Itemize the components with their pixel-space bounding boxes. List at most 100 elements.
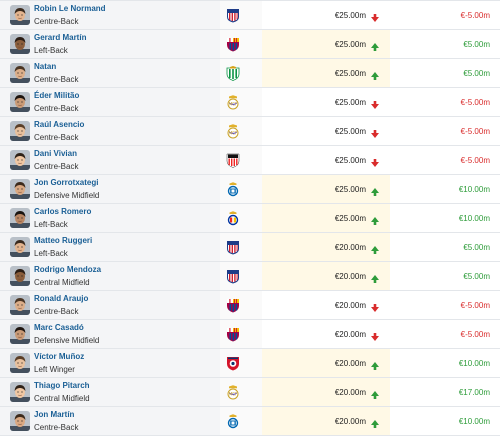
fc-barcelona-crest-icon[interactable]	[226, 37, 240, 52]
value-change: €-5.00m	[460, 330, 490, 339]
player-name-link[interactable]: Jon Gorrotxategi	[34, 178, 99, 187]
avatar[interactable]	[10, 411, 30, 431]
value-change: €5.00m	[463, 69, 490, 78]
table-row: Ronald Araujo Centre-Back €20.00m €-5.00m	[0, 291, 500, 320]
value-change-cell: €-5.00m	[390, 88, 500, 116]
real-betis-crest-icon[interactable]	[226, 66, 240, 81]
player-name-link[interactable]: Ronald Araujo	[34, 294, 89, 303]
club-cell: MCF	[220, 117, 262, 145]
svg-text:MCF: MCF	[229, 131, 238, 136]
market-value-cell: €20.00m	[262, 291, 390, 319]
avatar[interactable]	[10, 5, 30, 25]
player-name-link[interactable]: Rodrigo Mendoza	[34, 265, 102, 274]
avatar-cell	[0, 1, 32, 29]
arrow-down-icon	[370, 155, 380, 167]
market-value-cell: €25.00m	[262, 1, 390, 29]
market-value-cell: €20.00m	[262, 349, 390, 377]
value-change-cell: €-5.00m	[390, 291, 500, 319]
avatar-cell	[0, 117, 32, 145]
player-name-link[interactable]: Carlos Romero	[34, 207, 92, 216]
player-cell: Marc Casadó Defensive Midfield	[32, 320, 220, 348]
club-cell	[220, 30, 262, 58]
market-value: €25.00m	[334, 11, 366, 20]
player-name-link[interactable]: Dani Vivian	[34, 149, 77, 158]
value-change: €-5.00m	[460, 156, 490, 165]
athletic-bilbao-crest-icon[interactable]	[226, 153, 240, 168]
value-change: €10.00m	[458, 359, 490, 368]
player-name-link[interactable]: Natan	[34, 62, 57, 71]
player-name-link[interactable]: Robin Le Normand	[34, 4, 106, 13]
fc-barcelona-crest-icon[interactable]	[226, 298, 240, 313]
player-position: Left-Back	[34, 220, 68, 229]
player-name-link[interactable]: Raúl Asencio	[34, 120, 85, 129]
value-change: €10.00m	[458, 417, 490, 426]
avatar[interactable]	[10, 34, 30, 54]
avatar[interactable]	[10, 121, 30, 141]
market-value-cell: €25.00m	[262, 88, 390, 116]
player-name-link[interactable]: Víctor Muñoz	[34, 352, 85, 361]
market-value: €20.00m	[334, 417, 366, 426]
table-row: Matteo Ruggeri Left-Back €20.00m €5.00m	[0, 233, 500, 262]
table-row: Dani Vivian Centre-Back €25.00m €-5.00m	[0, 146, 500, 175]
avatar[interactable]	[10, 179, 30, 199]
player-name-link[interactable]: Matteo Ruggeri	[34, 236, 93, 245]
real-sociedad-crest-icon[interactable]	[226, 182, 240, 197]
club-cell: MCF	[220, 378, 262, 406]
arrow-up-icon	[370, 68, 380, 80]
avatar[interactable]	[10, 324, 30, 344]
avatar-cell	[0, 204, 32, 232]
avatar[interactable]	[10, 382, 30, 402]
atletico-madrid-crest-icon[interactable]	[226, 269, 240, 284]
table-row: Víctor Muñoz Left Winger €20.00m €10.00m	[0, 349, 500, 378]
player-name-link[interactable]: Éder Militão	[34, 91, 80, 100]
player-cell: Matteo Ruggeri Left-Back	[32, 233, 220, 261]
avatar[interactable]	[10, 208, 30, 228]
player-name-link[interactable]: Jon Martín	[34, 410, 75, 419]
value-change: €-5.00m	[460, 127, 490, 136]
value-change-cell: €10.00m	[390, 204, 500, 232]
market-value: €25.00m	[334, 98, 366, 107]
table-row: Éder Militão Centre-Back MCF €25.00m €-5.00m	[0, 88, 500, 117]
value-change-cell: €-5.00m	[390, 320, 500, 348]
market-value-cell: €25.00m	[262, 30, 390, 58]
atletico-madrid-crest-icon[interactable]	[226, 8, 240, 23]
market-value-cell: €25.00m	[262, 146, 390, 174]
market-value-cell: €20.00m	[262, 378, 390, 406]
svg-text:MCF: MCF	[229, 392, 238, 397]
arrow-down-icon	[370, 329, 380, 341]
value-change-cell: €-5.00m	[390, 117, 500, 145]
avatar[interactable]	[10, 150, 30, 170]
arrow-down-icon	[370, 300, 380, 312]
market-value: €25.00m	[334, 127, 366, 136]
real-sociedad-crest-icon[interactable]	[226, 414, 240, 429]
club-cell	[220, 59, 262, 87]
avatar[interactable]	[10, 266, 30, 286]
market-value: €25.00m	[334, 185, 366, 194]
avatar[interactable]	[10, 63, 30, 83]
atletico-madrid-crest-icon[interactable]	[226, 240, 240, 255]
value-change: €5.00m	[463, 272, 490, 281]
avatar[interactable]	[10, 353, 30, 373]
real-madrid-crest-icon[interactable]: MCF	[226, 124, 240, 139]
avatar[interactable]	[10, 295, 30, 315]
real-madrid-crest-icon[interactable]: MCF	[226, 95, 240, 110]
avatar[interactable]	[10, 92, 30, 112]
fc-barcelona-crest-icon[interactable]	[226, 327, 240, 342]
avatar[interactable]	[10, 237, 30, 257]
table-row: Gerard Martín Left-Back €25.00m €5.00m	[0, 30, 500, 59]
player-name-link[interactable]: Thiago Pitarch	[34, 381, 90, 390]
espanyol-crest-icon[interactable]	[226, 211, 240, 226]
player-position: Centre-Back	[34, 162, 79, 171]
avatar-cell	[0, 30, 32, 58]
player-cell: Natan Centre-Back	[32, 59, 220, 87]
value-change-cell: €10.00m	[390, 407, 500, 435]
market-value-cell: €20.00m	[262, 233, 390, 261]
market-value-cell: €25.00m	[262, 204, 390, 232]
osasuna-crest-icon[interactable]	[226, 356, 240, 371]
value-change-cell: €5.00m	[390, 233, 500, 261]
player-position: Left-Back	[34, 46, 68, 55]
real-madrid-crest-icon[interactable]: MCF	[226, 385, 240, 400]
player-name-link[interactable]: Marc Casadó	[34, 323, 84, 332]
player-name-link[interactable]: Gerard Martín	[34, 33, 87, 42]
value-change-cell: €5.00m	[390, 262, 500, 290]
